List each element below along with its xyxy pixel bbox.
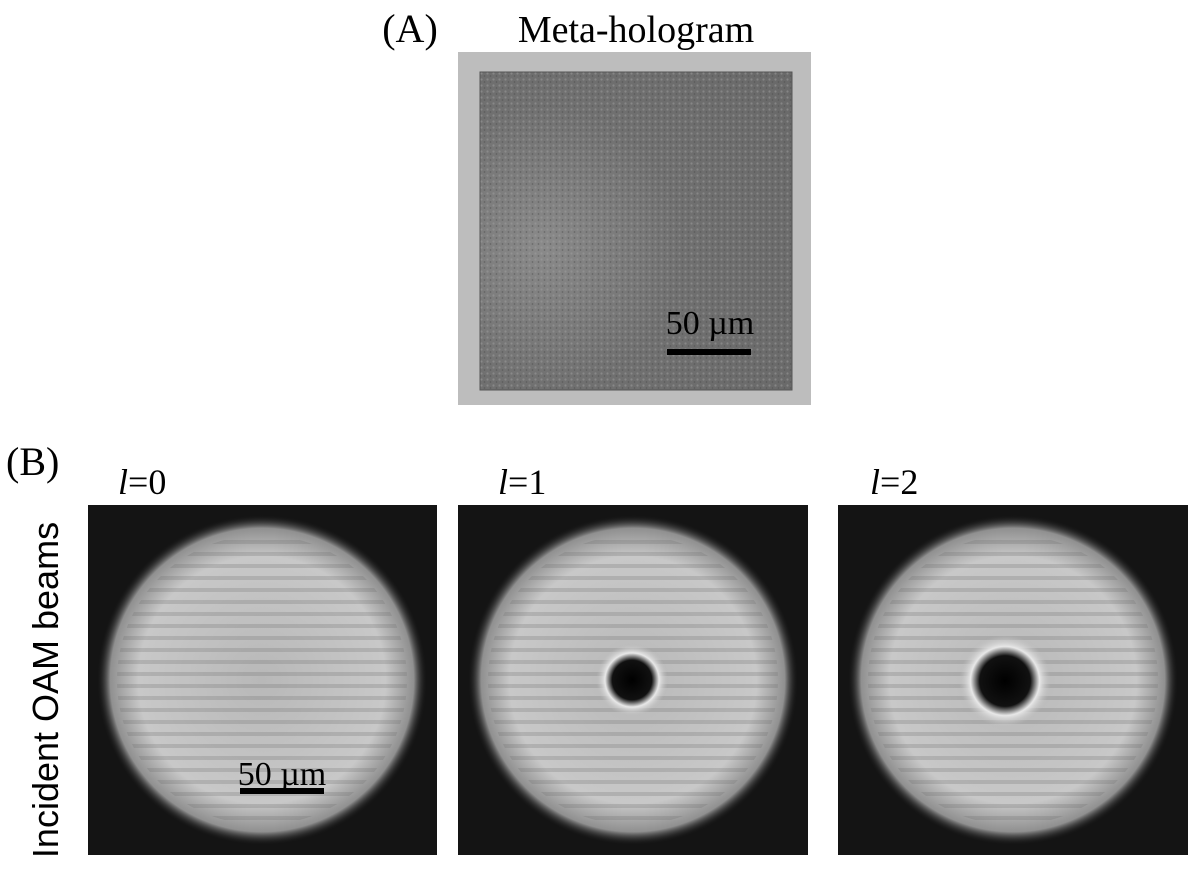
beam-label: l=0 <box>118 462 166 502</box>
beam-symbol: l <box>118 462 128 502</box>
beam-label: l=1 <box>498 462 546 502</box>
beam-image <box>88 505 437 855</box>
beam-label: l=2 <box>870 462 918 502</box>
panel-title: Meta-hologram <box>518 9 754 51</box>
beam-order: =1 <box>508 462 546 502</box>
beam-image <box>838 505 1188 855</box>
scale-bar <box>240 788 324 794</box>
beam-order: =2 <box>880 462 918 502</box>
scale-bar-label: 50 µm <box>238 756 327 793</box>
beam-image <box>458 505 808 855</box>
panel-label: (A) <box>382 6 438 51</box>
scale-bar-label: 50 µm <box>666 305 755 342</box>
beam-symbol: l <box>498 462 508 502</box>
panel-label: (B) <box>6 439 59 484</box>
row-label: Incident OAM beams <box>25 522 66 858</box>
hologram-image <box>458 52 811 405</box>
scale-bar <box>667 349 751 355</box>
beam-symbol: l <box>870 462 880 502</box>
figure: (A) Meta-hologram 50 µm (B) Incident OAM… <box>0 0 1190 870</box>
beam-order: =0 <box>128 462 166 502</box>
